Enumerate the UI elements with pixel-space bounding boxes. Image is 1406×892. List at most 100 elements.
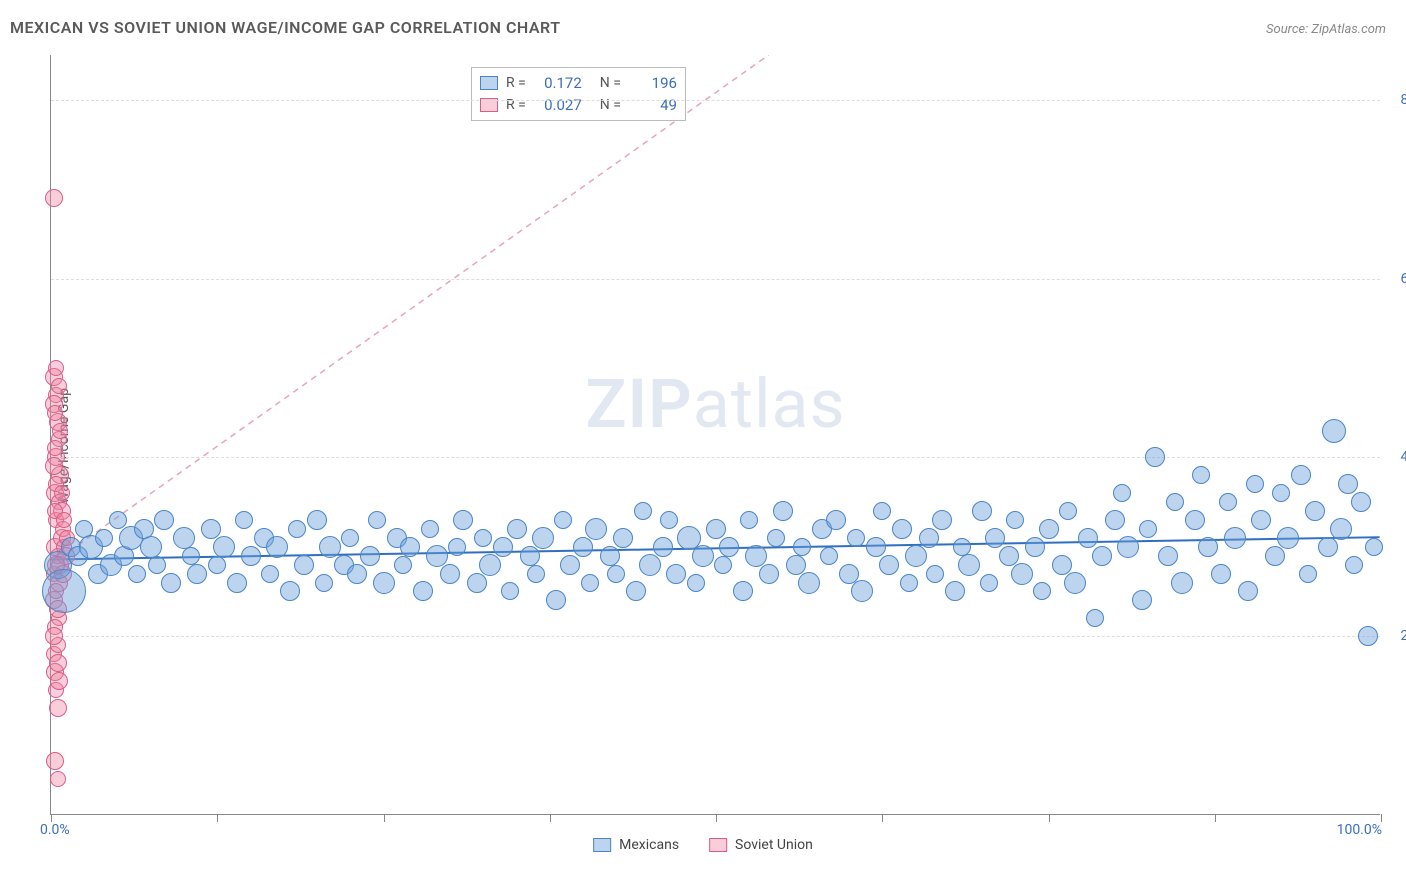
scatter-point-blue (866, 537, 886, 557)
scatter-point-pink (50, 672, 68, 690)
scatter-point-blue (1052, 555, 1072, 575)
scatter-point-blue (1265, 546, 1285, 566)
scatter-point-blue (839, 564, 859, 584)
x-tick (384, 814, 385, 822)
x-axis-min-label: 0.0% (40, 822, 70, 838)
scatter-point-pink (50, 771, 66, 787)
scatter-point-blue (1185, 510, 1205, 530)
scatter-point-blue (128, 565, 146, 583)
scatter-point-blue (1192, 466, 1210, 484)
scatter-point-blue (692, 545, 714, 567)
scatter-point-blue (426, 545, 448, 567)
scatter-point-blue (660, 511, 678, 529)
scatter-point-pink (51, 378, 67, 394)
scatter-point-blue (208, 556, 226, 574)
scatter-point-blue (1291, 465, 1311, 485)
scatter-point-blue (453, 510, 473, 530)
watermark-atlas: atlas (693, 364, 846, 444)
scatter-point-blue (187, 564, 207, 584)
scatter-point-blue (1211, 564, 1231, 584)
scatter-point-blue (1358, 626, 1378, 646)
legend-swatch-pink (709, 838, 727, 852)
scatter-point-blue (945, 581, 965, 601)
plot-area: ZIPatlas R = 0.172 N = 196 R = 0.027 N =… (50, 55, 1380, 815)
scatter-point-blue (745, 545, 767, 567)
scatter-point-blue (1105, 510, 1125, 530)
scatter-point-pink (45, 457, 63, 475)
scatter-point-blue (1219, 493, 1237, 511)
scatter-point-blue (873, 502, 891, 520)
scatter-point-blue (958, 554, 980, 576)
scatter-point-blue (1006, 511, 1024, 529)
scatter-point-blue (1345, 556, 1363, 574)
scatter-point-blue (213, 536, 235, 558)
scatter-point-blue (1171, 572, 1193, 594)
stats-legend-box: R = 0.172 N = 196 R = 0.027 N = 49 (471, 67, 686, 121)
scatter-point-blue (905, 545, 927, 567)
scatter-point-blue (1078, 528, 1098, 548)
scatter-point-blue (972, 501, 992, 521)
scatter-point-blue (999, 546, 1019, 566)
scatter-point-blue (786, 555, 806, 575)
scatter-point-blue (639, 554, 661, 576)
scatter-point-blue (294, 555, 314, 575)
scatter-point-blue (394, 556, 412, 574)
scatter-point-blue (1139, 520, 1157, 538)
scatter-point-blue (373, 572, 395, 594)
scatter-point-pink (49, 699, 67, 717)
scatter-point-blue (161, 573, 181, 593)
scatter-point-blue (626, 581, 646, 601)
scatter-point-pink (49, 654, 67, 672)
swatch-blue (480, 76, 498, 90)
scatter-point-pink (46, 752, 64, 770)
bottom-legend: Mexicans Soviet Union (593, 837, 813, 853)
x-tick (217, 814, 218, 822)
scatter-point-blue (932, 510, 952, 530)
scatter-point-blue (634, 502, 652, 520)
scatter-point-blue (607, 565, 625, 583)
scatter-point-blue (767, 529, 785, 547)
scatter-point-blue (1299, 565, 1317, 583)
scatter-point-blue (1322, 419, 1346, 443)
gridline-h (51, 636, 1380, 637)
scatter-point-blue (154, 510, 174, 530)
scatter-point-blue (341, 529, 359, 547)
scatter-point-blue (532, 527, 554, 549)
scatter-point-blue (261, 565, 279, 583)
scatter-point-blue (926, 565, 944, 583)
legend-item-blue: Mexicans (593, 837, 679, 853)
scatter-point-blue (554, 511, 572, 529)
scatter-point-blue (201, 519, 221, 539)
scatter-point-blue (985, 528, 1005, 548)
scatter-point-pink (47, 405, 63, 421)
scatter-point-blue (140, 536, 162, 558)
scatter-point-blue (280, 581, 300, 601)
scatter-point-blue (600, 546, 620, 566)
gridline-h (51, 457, 1380, 458)
scatter-point-blue (507, 519, 527, 539)
stat-n-pink: 49 (629, 96, 677, 114)
scatter-point-blue (1025, 537, 1045, 557)
stat-r-pink: 0.027 (534, 96, 582, 114)
scatter-point-blue (1338, 474, 1358, 494)
scatter-point-blue (1117, 536, 1139, 558)
scatter-point-blue (474, 529, 492, 547)
scatter-point-blue (1238, 581, 1258, 601)
scatter-point-blue (900, 574, 918, 592)
scatter-point-blue (400, 537, 420, 557)
scatter-point-blue (448, 538, 466, 556)
scatter-point-blue (1224, 527, 1246, 549)
scatter-point-blue (315, 574, 333, 592)
scatter-point-blue (347, 564, 367, 584)
scatter-point-blue (1011, 563, 1033, 585)
scatter-point-blue (613, 528, 633, 548)
source-label: Source: ZipAtlas.com (1266, 22, 1386, 37)
scatter-point-blue (759, 564, 779, 584)
gridline-h (51, 100, 1380, 101)
scatter-point-blue (148, 556, 166, 574)
stat-n-label: N = (598, 75, 623, 91)
stat-n-blue: 196 (629, 74, 677, 92)
scatter-point-blue (1064, 572, 1086, 594)
trend-line (51, 55, 768, 564)
x-tick (716, 814, 717, 822)
